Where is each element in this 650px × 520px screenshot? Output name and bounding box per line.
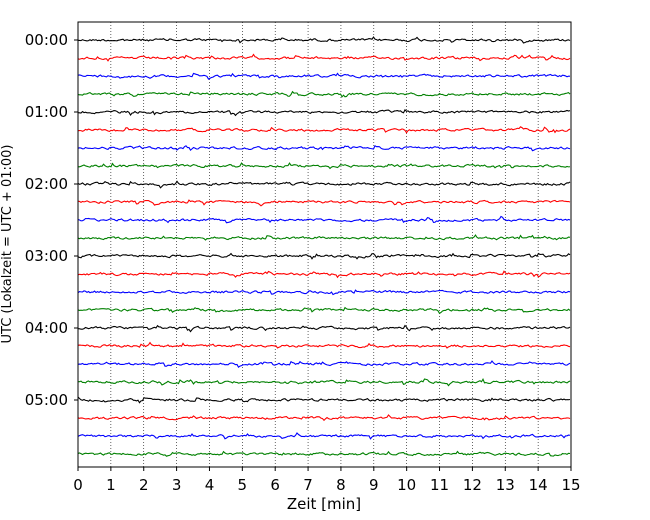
x-axis-ticks: 0 1 2 3 4 5 6 7 8 9 10 11 12 13 14 15 xyxy=(73,467,581,494)
x-tick-label: 15 xyxy=(561,476,580,494)
seismic-trace xyxy=(77,53,571,62)
y-axis-label: UTC (Lokalzeit = UTC + 01:00) xyxy=(0,145,15,344)
seismic-trace xyxy=(77,199,571,207)
y-tick-label: 04:00 xyxy=(25,319,68,337)
x-tick-label: 13 xyxy=(496,476,515,494)
x-tick-label: 11 xyxy=(430,476,449,494)
y-tick-label: 05:00 xyxy=(25,391,68,409)
seismic-trace xyxy=(77,72,571,80)
seismic-trace xyxy=(77,36,571,44)
x-tick-label: 14 xyxy=(529,476,548,494)
x-tick-label: 4 xyxy=(205,476,215,494)
traces xyxy=(77,36,571,457)
x-tick-label: 0 xyxy=(73,476,83,494)
seismic-trace xyxy=(77,324,571,333)
seismic-trace xyxy=(77,234,571,241)
seismic-trace xyxy=(77,162,571,170)
x-tick-label: 12 xyxy=(463,476,482,494)
seismic-trace xyxy=(77,126,571,134)
seismic-trace xyxy=(77,450,571,457)
y-tick-label: 00:00 xyxy=(25,31,68,49)
seismic-trace xyxy=(77,289,571,296)
seismic-trace xyxy=(77,341,571,349)
y-tick-label: 03:00 xyxy=(25,247,68,265)
seismic-trace xyxy=(77,306,571,315)
seismic-trace xyxy=(77,145,571,152)
x-tick-label: 5 xyxy=(238,476,248,494)
seismic-trace xyxy=(77,396,571,404)
plot-frame xyxy=(77,21,572,468)
x-tick-label: 9 xyxy=(369,476,379,494)
seismic-trace xyxy=(77,90,571,98)
x-gridlines xyxy=(110,22,539,467)
x-tick-label: 2 xyxy=(139,476,149,494)
y-axis-ticks: 00:00 01:00 02:00 03:00 04:00 05:00 xyxy=(25,31,78,409)
x-tick-label: 7 xyxy=(303,476,313,494)
seismic-trace xyxy=(77,360,571,368)
seismic-trace xyxy=(77,432,571,440)
seismic-trace xyxy=(77,270,571,279)
x-tick-label: 1 xyxy=(106,476,116,494)
x-tick-label: 10 xyxy=(397,476,416,494)
x-axis-label: Zeit [min] xyxy=(287,495,361,513)
x-tick-label: 3 xyxy=(172,476,182,494)
y-tick-label: 02:00 xyxy=(25,175,68,193)
seismic-trace xyxy=(77,252,571,260)
x-tick-label: 6 xyxy=(270,476,280,494)
y-tick-label: 01:00 xyxy=(25,103,68,121)
seismic-trace xyxy=(77,414,571,422)
seismic-trace xyxy=(77,108,571,117)
seismic-trace xyxy=(77,377,571,387)
x-tick-label: 8 xyxy=(336,476,346,494)
seismic-trace xyxy=(77,215,571,224)
seismic-trace xyxy=(77,180,571,189)
